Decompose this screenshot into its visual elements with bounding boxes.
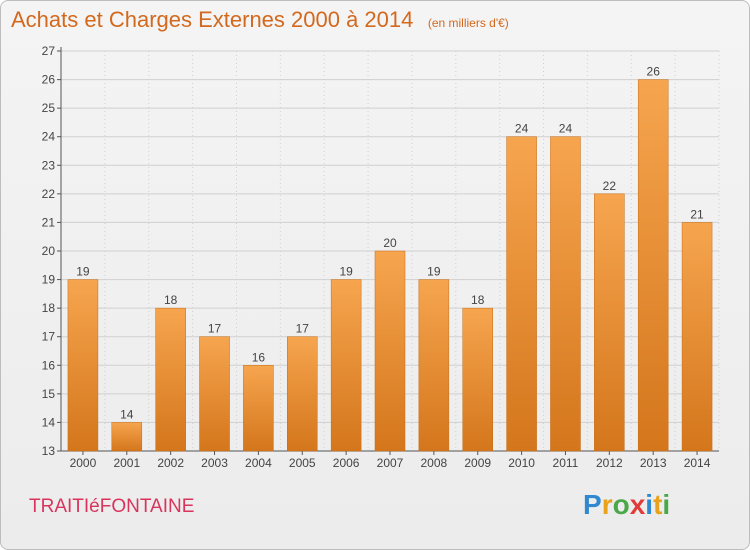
y-tick-label: 13 xyxy=(42,444,56,458)
data-label-2003: 17 xyxy=(208,322,222,336)
x-tick-label-2003: 2003 xyxy=(201,456,228,470)
data-label-2008: 19 xyxy=(427,265,441,279)
x-tick-label-2007: 2007 xyxy=(377,456,404,470)
x-tick-label-2004: 2004 xyxy=(245,456,272,470)
bar-2006 xyxy=(330,279,362,452)
y-tick-label: 16 xyxy=(42,358,56,372)
data-label-2006: 19 xyxy=(339,265,353,279)
bar-2004 xyxy=(243,365,274,452)
y-tick-label: 22 xyxy=(42,187,56,201)
y-tick-label: 27 xyxy=(42,44,56,58)
bar-2011 xyxy=(550,136,581,452)
data-label-2012: 22 xyxy=(603,179,617,193)
x-tick-label-2006: 2006 xyxy=(333,456,360,470)
x-tick-label-2013: 2013 xyxy=(640,456,667,470)
proxiti-logo: Proxiti xyxy=(583,489,671,520)
bars xyxy=(67,79,713,452)
x-tick-label-2002: 2002 xyxy=(157,456,184,470)
y-tick-label: 18 xyxy=(42,301,56,315)
bar-2013 xyxy=(637,79,669,452)
data-label-2014: 21 xyxy=(690,207,704,221)
data-label-2013: 26 xyxy=(647,65,661,79)
bar-2001 xyxy=(111,422,143,452)
x-tick-label-2009: 2009 xyxy=(464,456,491,470)
y-tick-label: 24 xyxy=(42,130,56,144)
x-tick-label-2001: 2001 xyxy=(113,456,140,470)
data-label-2007: 20 xyxy=(383,236,397,250)
data-label-2000: 19 xyxy=(76,265,90,279)
bar-2003 xyxy=(199,336,230,452)
data-labels: 19 14 18 17 16 17 19 20 19 18 24 24 22 26 21 xyxy=(76,65,704,422)
data-label-2005: 17 xyxy=(296,322,310,336)
x-tick-label-2014: 2014 xyxy=(684,456,711,470)
bar-2008 xyxy=(418,279,450,452)
y-tick-label: 15 xyxy=(42,387,56,401)
y-tick-label: 17 xyxy=(42,330,56,344)
chart-unit: (en milliers d'€) xyxy=(427,16,509,30)
bar-2005 xyxy=(287,336,318,452)
bar-2009 xyxy=(462,307,493,452)
x-tick-label-2008: 2008 xyxy=(421,456,448,470)
y-tick-label: 26 xyxy=(42,73,56,87)
data-label-2010: 24 xyxy=(515,122,529,136)
x-tick-label-2011: 2011 xyxy=(553,456,579,470)
data-label-2002: 18 xyxy=(164,293,178,307)
data-label-2001: 14 xyxy=(120,407,134,421)
y-tick-label: 25 xyxy=(42,101,56,115)
y-tick-label: 21 xyxy=(42,215,56,229)
bar-2000 xyxy=(67,279,99,452)
y-tick-label: 14 xyxy=(42,415,56,429)
y-tick-label: 23 xyxy=(42,158,56,172)
x-tick-label-2010: 2010 xyxy=(508,456,535,470)
chart-title-row: Achats et Charges Externes 2000 à 2014 (… xyxy=(11,7,509,33)
bar-2012 xyxy=(594,193,625,452)
bar-2014 xyxy=(681,222,713,452)
commune-name: TRAITIéFONTAINE xyxy=(29,496,195,517)
data-label-2009: 18 xyxy=(471,293,485,307)
bar-2002 xyxy=(155,307,186,452)
data-label-2011: 24 xyxy=(559,122,573,136)
y-tick-label: 20 xyxy=(42,244,56,258)
x-tick-label-2005: 2005 xyxy=(289,456,316,470)
chart-title: Achats et Charges Externes 2000 à 2014 xyxy=(11,7,414,32)
x-tick-label-2000: 2000 xyxy=(70,456,97,470)
x-tick-label-2012: 2012 xyxy=(596,456,623,470)
y-tick-label: 19 xyxy=(42,273,56,287)
bar-2007 xyxy=(374,250,406,452)
bar-2010 xyxy=(506,136,537,452)
tick-labels: 13 14 15 16 17 18 19 20 21 22 23 24 25 26 27 2000 2001 20… xyxy=(42,44,711,470)
data-label-2004: 16 xyxy=(252,350,266,364)
